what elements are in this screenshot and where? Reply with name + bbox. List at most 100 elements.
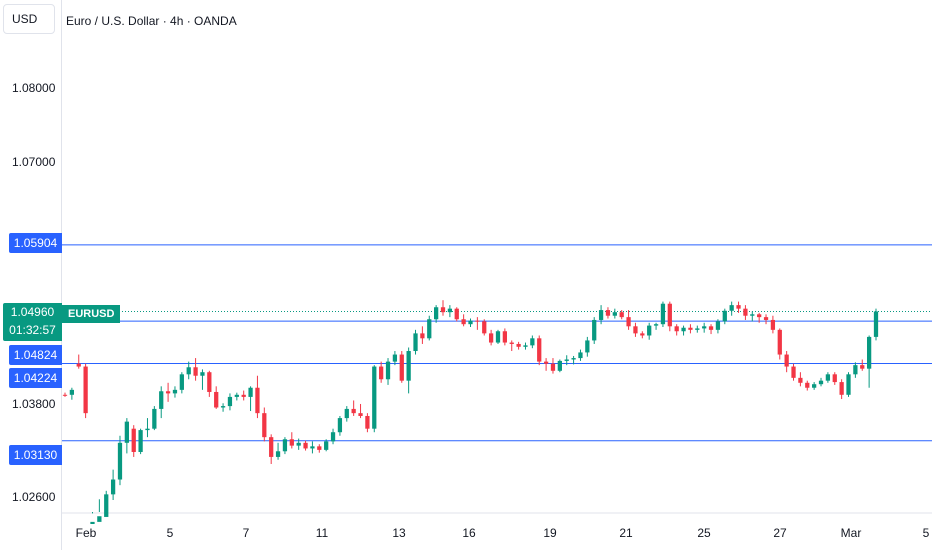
candle-body (860, 365, 865, 369)
candle-body (509, 342, 514, 344)
candle-body (351, 408, 356, 414)
candle-body (702, 326, 707, 329)
candle-body (392, 354, 398, 362)
candle-body (695, 328, 700, 330)
candle-body (722, 310, 727, 322)
candle-body (90, 521, 95, 525)
candle-body (248, 387, 253, 397)
candle-body (461, 319, 466, 325)
price-scale-border (61, 0, 62, 550)
candle-body (564, 359, 569, 361)
candle-body (365, 415, 370, 429)
candle-body (743, 308, 748, 316)
candle-body (866, 336, 872, 369)
candle-body (324, 441, 329, 450)
candle-body (750, 314, 755, 316)
x-tick-19: 19 (543, 526, 557, 540)
candle-body (598, 310, 604, 320)
x-tick-5-mar: 5 (922, 526, 930, 540)
level-label-2[interactable]: 1.04824 (9, 345, 62, 365)
candle-body (76, 363, 81, 367)
candle-body (131, 428, 136, 452)
x-tick-13: 13 (392, 526, 406, 540)
candle-body (282, 439, 288, 452)
candle-body (310, 446, 315, 449)
candle-body (440, 307, 446, 313)
candle-body (145, 428, 150, 431)
candle-body (427, 319, 432, 339)
candle-body (523, 345, 528, 347)
candle-body (640, 333, 645, 336)
candle-body (482, 321, 487, 334)
x-tick-11: 11 (315, 526, 329, 540)
candle-body (104, 494, 109, 517)
y-tick-4: 1.02600 (12, 490, 56, 504)
candle-body (379, 366, 384, 380)
level-label-1[interactable]: 1.05904 (9, 233, 62, 253)
candle-body (269, 437, 274, 457)
x-tick-25: 25 (697, 526, 711, 540)
candle-body (200, 372, 205, 376)
candle-body (832, 374, 837, 383)
y-tick-1: 1.08000 (12, 81, 56, 95)
candle-body (234, 394, 239, 397)
candle-body (275, 451, 281, 457)
candle-body (791, 366, 796, 378)
candle-body (812, 384, 817, 388)
candle-body (495, 331, 501, 343)
candle-body (688, 327, 693, 330)
candle-body (214, 391, 219, 408)
candle-body (447, 308, 453, 313)
candle-body (468, 320, 473, 325)
candle-body (193, 367, 198, 376)
candle-body (784, 354, 789, 367)
bar-countdown: 01:32:57 (9, 323, 56, 337)
candle-body (207, 372, 212, 392)
x-tick-7: 7 (242, 526, 250, 540)
candle-body (805, 382, 810, 388)
candle-body (839, 382, 844, 395)
candle-body (138, 430, 143, 452)
candle-body (571, 358, 576, 360)
candle-body (317, 446, 322, 450)
currency-selector[interactable]: USD (3, 4, 55, 34)
current-price-label[interactable]: 1.04960 01:32:57 (3, 303, 62, 341)
candle-body (873, 311, 879, 337)
candle-body (818, 380, 824, 385)
y-tick-3: 1.03800 (12, 397, 56, 411)
candle-body (537, 338, 542, 362)
candle-body (660, 303, 666, 325)
candle-body (434, 307, 439, 320)
candle-body (798, 377, 803, 383)
x-tick-21: 21 (619, 526, 633, 540)
candle-body (420, 333, 425, 339)
symbol-tag: EURUSD (62, 305, 121, 323)
candle-body (152, 408, 157, 429)
x-tick-5: 5 (166, 526, 174, 540)
candle-body (117, 442, 123, 480)
candle-body (626, 317, 631, 327)
candle-body (159, 391, 164, 409)
candle-body (475, 320, 480, 322)
candle-body (647, 325, 652, 336)
candle-body (385, 361, 391, 380)
candle-body (777, 329, 782, 355)
candle-body (262, 413, 267, 438)
candle-body (516, 343, 521, 347)
chart-title: Euro / U.S. Dollar · 4h · OANDA (66, 14, 237, 28)
candle-body (296, 442, 301, 446)
candle-body (344, 408, 349, 419)
x-tick-16: 16 (462, 526, 476, 540)
candle-body (585, 340, 590, 353)
candle-body (530, 338, 535, 346)
level-label-4[interactable]: 1.03130 (9, 445, 62, 465)
level-label-3[interactable]: 1.04224 (9, 368, 62, 388)
candle-body (110, 479, 116, 495)
candle-body (358, 413, 363, 416)
candle-body (241, 394, 246, 397)
x-tick-mar: Mar (840, 526, 862, 540)
candle-body (653, 324, 659, 326)
candle-body (619, 312, 624, 318)
